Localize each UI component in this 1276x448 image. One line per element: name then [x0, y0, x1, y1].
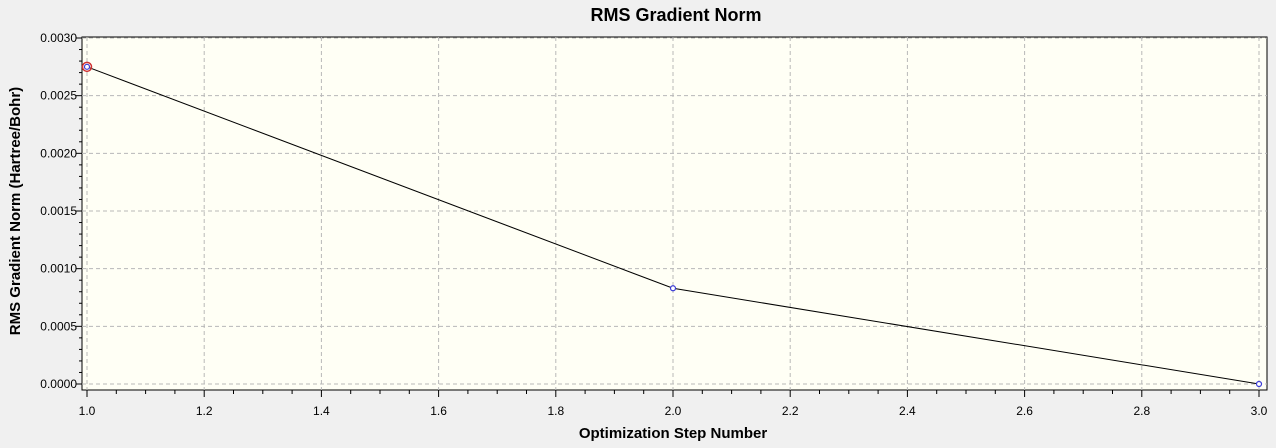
- y-tick-label: 0.0025: [40, 89, 77, 103]
- x-tick-label: 1.4: [313, 404, 330, 418]
- data-point: [1255, 380, 1263, 388]
- data-point: [669, 285, 677, 292]
- plot-area: [81, 36, 1268, 391]
- x-axis-label: Optimization Step Number: [579, 425, 768, 442]
- x-tick-label: 3.0: [1251, 404, 1268, 418]
- x-tick-label: 2.6: [1016, 404, 1033, 418]
- x-tick-label: 2.8: [1133, 404, 1150, 418]
- highlighted-point: [81, 61, 93, 73]
- y-tick-label: 0.0005: [40, 319, 77, 333]
- y-tick-label: 0.0020: [40, 146, 77, 160]
- y-tick-label: 0.0030: [40, 31, 77, 45]
- y-axis-label: RMS Gradient Norm (Hartree/Bohr): [7, 87, 24, 335]
- grid-lines: [82, 37, 1267, 390]
- y-tick-label: 0.0000: [40, 377, 77, 391]
- axis-ticks: 1.0 1.2 1.4 1.6 1.8 2.0 2.2 2.4 2.6 2.8 3.0 0.0000 0…: [40, 31, 1267, 418]
- x-tick-label: 2.0: [665, 404, 682, 418]
- x-tick-label: 2.4: [899, 404, 916, 418]
- x-tick-label: 1.0: [79, 404, 96, 418]
- y-tick-label: 0.0015: [40, 204, 77, 218]
- series-layer: [81, 61, 1263, 388]
- x-tick-label: 1.2: [196, 404, 213, 418]
- y-tick-label: 0.0010: [40, 262, 77, 276]
- data-point: [83, 63, 91, 70]
- x-tick-label: 1.8: [547, 404, 564, 418]
- chart-title: RMS Gradient Norm: [590, 5, 761, 25]
- x-tick-label: 2.2: [782, 404, 799, 418]
- x-tick-label: 1.6: [430, 404, 447, 418]
